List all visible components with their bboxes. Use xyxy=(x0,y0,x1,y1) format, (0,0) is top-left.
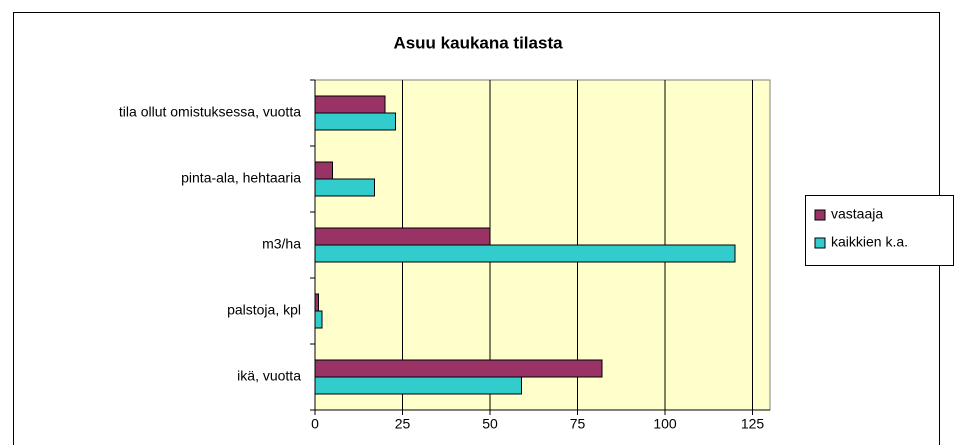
bar xyxy=(314,161,333,180)
legend-label: vastaaja xyxy=(831,206,883,222)
legend-label: kaikkien k.a. xyxy=(831,234,908,250)
x-tick-label: 75 xyxy=(570,416,586,432)
legend-swatch xyxy=(814,209,826,221)
bar xyxy=(314,293,319,312)
x-tick-label: 25 xyxy=(395,416,411,432)
y-tick-label: tila ollut omistuksessa, vuotta xyxy=(119,104,301,120)
chart-title: Asuu kaukana tilasta xyxy=(393,33,563,52)
bar xyxy=(314,95,386,114)
bar xyxy=(314,310,323,329)
x-tick-label: 50 xyxy=(482,416,498,432)
legend-box xyxy=(805,195,954,266)
bar xyxy=(314,359,603,378)
x-tick-label: 125 xyxy=(741,416,765,432)
x-tick-label: 0 xyxy=(311,416,319,432)
y-tick-label: m3/ha xyxy=(262,236,301,252)
x-tick-label: 100 xyxy=(653,416,677,432)
bar xyxy=(314,227,491,246)
bar xyxy=(314,376,522,395)
bar xyxy=(314,244,736,263)
bar xyxy=(314,112,396,131)
bar xyxy=(314,178,375,197)
legend-swatch xyxy=(814,237,826,249)
y-tick-label: palstoja, kpl xyxy=(227,302,301,318)
y-tick-label: ikä, vuotta xyxy=(237,368,301,384)
y-tick-label: pinta-ala, hehtaaria xyxy=(181,170,301,186)
